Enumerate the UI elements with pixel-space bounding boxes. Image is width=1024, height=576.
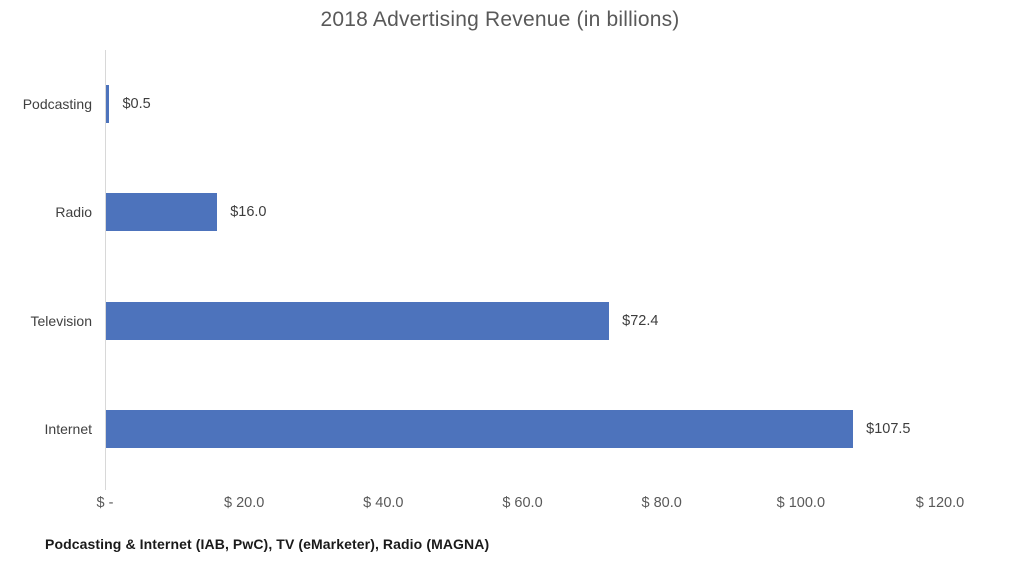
value-label: $16.0 [230, 204, 267, 221]
category-label: Radio [55, 204, 92, 221]
chart-title: 2018 Advertising Revenue (in billions) [320, 8, 680, 31]
bar [106, 85, 110, 124]
x-axis-zero-tick [105, 483, 106, 490]
bar [106, 301, 610, 340]
x-tick-label: $ 60.0 [502, 495, 543, 511]
bar-row: Television $72.4 [31, 267, 940, 375]
bar-row: Internet $107.5 [45, 375, 940, 483]
bar-row: Podcasting $0.5 [23, 50, 940, 158]
category-label: Television [30, 312, 92, 329]
value-label: $0.5 [122, 96, 151, 113]
bar-row: Radio $16.0 [55, 158, 940, 266]
x-axis: $ - $ 20.0 $ 40.0 $ 60.0 $ 80.0 $ 100.0 $ 120.… [97, 495, 965, 515]
value-label: $107.5 [866, 420, 911, 437]
x-tick-label: $ 20.0 [223, 495, 265, 511]
bar [106, 193, 218, 232]
bar [106, 409, 854, 448]
plot-area: Podcasting $0.5 Radio $16.0 Television $72.4 I… [23, 50, 940, 490]
category-label: Podcasting [22, 96, 92, 113]
category-label: Internet [44, 420, 92, 437]
x-tick-label: $ 120.0 [915, 495, 965, 511]
x-tick-label: $ 40.0 [363, 495, 404, 511]
source-note: Podcasting & Internet (IAB, PwC), TV (eM… [45, 536, 490, 552]
x-tick-label: $ - [96, 495, 114, 511]
x-tick-label: $ 80.0 [641, 495, 682, 511]
value-label: $72.4 [622, 312, 659, 329]
x-tick-label: $ 100.0 [776, 495, 826, 511]
